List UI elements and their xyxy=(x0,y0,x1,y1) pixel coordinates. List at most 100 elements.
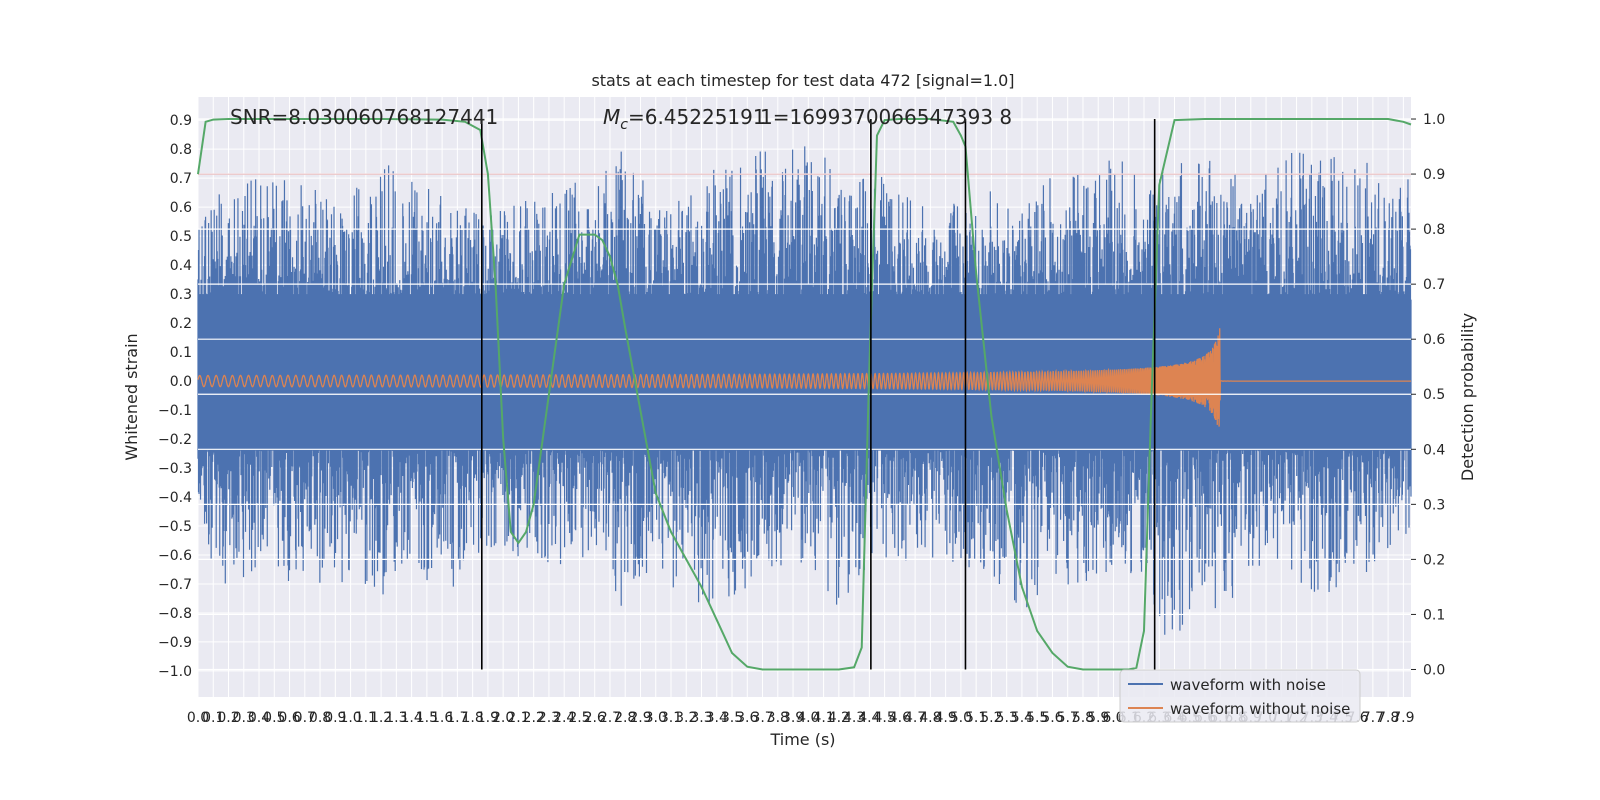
x-tick-label: 1.1 xyxy=(355,710,377,726)
x-tick-label: 5.8 xyxy=(1072,710,1094,726)
x-tick-label: 4.8 xyxy=(919,710,941,726)
x-tick-label: 3.5 xyxy=(721,710,743,726)
y2-tick-label: 0.7 xyxy=(1423,277,1445,293)
x-tick-label: 5.4 xyxy=(1011,710,1033,726)
x-tick-label: 3.1 xyxy=(660,710,682,726)
overlap-annotation: 1=1699370066547393 8 xyxy=(760,105,1012,129)
x-tick-label: 0.1 xyxy=(202,710,224,726)
chart-title: stats at each timestep for test data 472… xyxy=(591,71,1014,90)
detection-vlines xyxy=(480,119,1156,670)
x-tick-label: 2.1 xyxy=(507,710,529,726)
y-tick-label: −0.6 xyxy=(158,548,192,564)
y2-axis-label: Detection probability xyxy=(1458,313,1477,481)
x-tick-label: 1.5 xyxy=(416,710,438,726)
y-tick-label: 0.1 xyxy=(170,345,192,361)
y-tick-label: −0.2 xyxy=(158,432,192,448)
x-tick-label: 4.4 xyxy=(858,710,880,726)
x-tick-label: 7.9 xyxy=(1392,710,1414,726)
x-tick-label: 4.1 xyxy=(812,710,834,726)
x-tick-label: 2.5 xyxy=(568,710,590,726)
y-tick-label: 0.5 xyxy=(170,229,192,245)
x-tick-label: 0.4 xyxy=(248,710,270,726)
y2-tick-label: 0.6 xyxy=(1423,332,1445,348)
y-tick-label: −0.9 xyxy=(158,635,192,651)
x-tick-label: 4.3 xyxy=(843,710,865,726)
y-tick-label: 0.7 xyxy=(170,171,192,187)
x-tick-label: 0.7 xyxy=(294,710,316,726)
y-tick-label: 0.0 xyxy=(170,374,192,390)
x-axis-label: Time (s) xyxy=(769,730,835,749)
x-tick-label: 4.5 xyxy=(873,710,895,726)
y-tick-label: 0.2 xyxy=(170,316,192,332)
y2-tick-label: 0.5 xyxy=(1423,387,1445,403)
x-tick-label: 1.8 xyxy=(462,710,484,726)
y2-tick-label: 0.8 xyxy=(1423,222,1445,238)
x-tick-label: 2.9 xyxy=(629,710,651,726)
y-axis-label: Whitened strain xyxy=(122,333,141,460)
x-tick-label: 4.2 xyxy=(828,710,850,726)
y2-axis-ticks: 1.0 0.9 0.8 0.7 0.6 0.5 0.4 0.3 0.2 0.1 0.0 xyxy=(1411,112,1445,678)
y2-tick-label: 0.4 xyxy=(1423,442,1445,458)
y-tick-label: −0.3 xyxy=(158,461,192,477)
chirp-trace xyxy=(197,328,1411,427)
x-tick-label: 2.3 xyxy=(538,710,560,726)
y-tick-label: 0.4 xyxy=(170,258,192,274)
x-tick-label: 1.0 xyxy=(339,710,361,726)
x-tick-label: 3.9 xyxy=(782,710,804,726)
x-tick-label: 5.0 xyxy=(950,710,972,726)
y-tick-label: −0.7 xyxy=(158,577,192,593)
x-tick-label: 5.1 xyxy=(965,710,987,726)
y-tick-label: −0.8 xyxy=(158,606,192,622)
x-tick-label: 1.7 xyxy=(446,710,468,726)
x-tick-label: 2.2 xyxy=(523,710,545,726)
mc-annotation: Mc=6.45225191 xyxy=(603,105,766,133)
x-tick-label: 4.6 xyxy=(889,710,911,726)
y2-tick-label: 0.9 xyxy=(1423,167,1445,183)
x-tick-label: 0.8 xyxy=(309,710,331,726)
x-tick-label: 2.7 xyxy=(599,710,621,726)
x-tick-label: 3.6 xyxy=(736,710,758,726)
x-tick-label: 2.6 xyxy=(584,710,606,726)
probability-trace xyxy=(197,118,1412,671)
x-tick-label: 5.5 xyxy=(1026,710,1048,726)
x-tick-label: 5.9 xyxy=(1087,710,1109,726)
mc-symbol: M xyxy=(603,105,620,129)
y-tick-label: −0.4 xyxy=(158,490,192,506)
x-tick-label: 1.3 xyxy=(385,710,407,726)
x-tick-label: 5.6 xyxy=(1041,710,1063,726)
x-tick-label: 3.3 xyxy=(690,710,712,726)
y-tick-label: 0.8 xyxy=(170,142,192,158)
x-tick-label: 7.8 xyxy=(1377,710,1399,726)
mc-subscript: c xyxy=(620,117,628,133)
x-tick-label: 1.6 xyxy=(431,710,453,726)
x-tick-label: 3.0 xyxy=(645,710,667,726)
x-tick-label: 3.8 xyxy=(767,710,789,726)
x-tick-label: 4.0 xyxy=(797,710,819,726)
y2-tick-label: 0.3 xyxy=(1423,497,1445,513)
y-tick-label: −1.0 xyxy=(158,664,192,680)
x-tick-label: 0.2 xyxy=(217,710,239,726)
x-tick-label: 3.7 xyxy=(751,710,773,726)
y-axis-ticks: 0.9 0.8 0.7 0.6 0.5 0.4 0.3 0.2 0.1 0.0 −0.1 −0.2 −0… xyxy=(158,113,192,680)
mc-value: =6.45225191 xyxy=(628,105,766,129)
x-tick-label: 0.5 xyxy=(263,710,285,726)
y-tick-label: 0.6 xyxy=(170,200,192,216)
legend-label-clean: waveform without noise xyxy=(1170,700,1350,718)
legend-box xyxy=(1119,669,1361,723)
y-tick-label: −0.1 xyxy=(158,403,192,419)
detection-probability-series xyxy=(197,118,1412,671)
x-tick-label: 2.4 xyxy=(553,710,575,726)
x-tick-label: 2.0 xyxy=(492,710,514,726)
legend: waveform with noise waveform without noi… xyxy=(1119,669,1361,723)
x-tick-label: 0.0 xyxy=(187,710,209,726)
y2-tick-label: 0.2 xyxy=(1423,552,1445,568)
x-tick-label: 5.2 xyxy=(980,710,1002,726)
x-tick-label: 1.2 xyxy=(370,710,392,726)
y2-tick-label: 0.1 xyxy=(1423,607,1445,623)
x-tick-label: 0.9 xyxy=(324,710,346,726)
snr-annotation: SNR=8.030060768127441 xyxy=(230,105,498,129)
x-tick-label: 5.7 xyxy=(1057,710,1079,726)
x-tick-label: 4.9 xyxy=(935,710,957,726)
waveform-without-noise-series xyxy=(197,328,1411,427)
